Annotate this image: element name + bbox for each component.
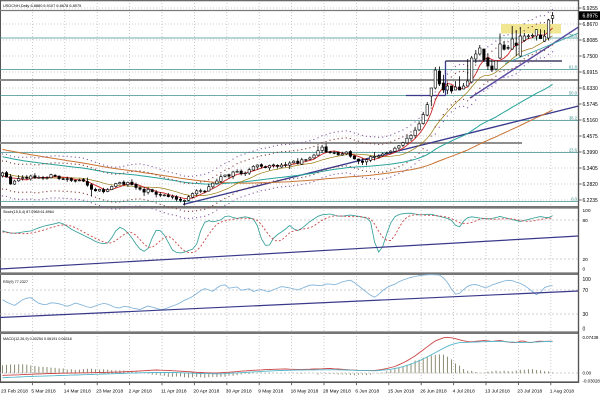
svg-text:6.9255: 6.9255 xyxy=(583,6,599,12)
svg-text:13 Jul 2018: 13 Jul 2018 xyxy=(485,389,510,395)
svg-text:9 May 2018: 9 May 2018 xyxy=(258,389,283,395)
svg-text:6.8085: 6.8085 xyxy=(583,38,599,44)
svg-text:6.8975: 6.8975 xyxy=(583,14,599,20)
svg-text:MACD(12,26,9) 0.00254 0.06191: MACD(12,26,9) 0.00254 0.06191 0.06318 xyxy=(3,337,72,341)
svg-text:80: 80 xyxy=(583,218,589,224)
svg-text:28 May 2018: 28 May 2018 xyxy=(323,389,351,395)
svg-text:6.3990: 6.3990 xyxy=(583,150,599,156)
svg-text:6.4575: 6.4575 xyxy=(583,134,599,140)
svg-text:20: 20 xyxy=(583,257,589,263)
svg-text:RSI(9) 77.2327: RSI(9) 77.2327 xyxy=(3,280,28,284)
svg-text:1 Aug 2018: 1 Aug 2018 xyxy=(550,389,575,395)
svg-text:6.7500: 6.7500 xyxy=(583,54,599,60)
svg-text:0: 0 xyxy=(583,266,586,272)
svg-text:20 Apr 2018: 20 Apr 2018 xyxy=(193,389,219,395)
svg-text:23.6: 23.6 xyxy=(569,147,578,152)
svg-text:4 Jul 2018: 4 Jul 2018 xyxy=(453,389,475,395)
svg-text:USDCNH,Daily 6.8880 6.9107 6.: USDCNH,Daily 6.8880 6.9107 6.8678 6.8975 xyxy=(3,3,81,8)
svg-text:6.5160: 6.5160 xyxy=(583,118,599,124)
svg-text:6.6915: 6.6915 xyxy=(583,70,599,76)
svg-text:76.4: 76.4 xyxy=(569,33,578,38)
svg-text:23 Mar 2018: 23 Mar 2018 xyxy=(96,389,123,395)
svg-text:70: 70 xyxy=(583,288,589,294)
svg-text:14 Mar 2018: 14 Mar 2018 xyxy=(64,389,91,395)
svg-text:30: 30 xyxy=(583,312,589,318)
svg-text:5 Mar 2018: 5 Mar 2018 xyxy=(31,389,56,395)
svg-text:0.0: 0.0 xyxy=(571,196,577,201)
svg-text:6.5745: 6.5745 xyxy=(583,102,599,108)
svg-text:100: 100 xyxy=(583,277,592,283)
svg-text:0: 0 xyxy=(583,326,586,332)
svg-text:6 Jun 2018: 6 Jun 2018 xyxy=(355,389,379,395)
svg-text:23 Jul 2018: 23 Jul 2018 xyxy=(517,389,542,395)
svg-text:30 Apr 2018: 30 Apr 2018 xyxy=(226,389,252,395)
svg-text:2 Apr 2018: 2 Apr 2018 xyxy=(129,389,153,395)
svg-text:15 Jun 2018: 15 Jun 2018 xyxy=(388,389,415,395)
svg-text:100: 100 xyxy=(583,208,591,214)
svg-text:0.07438: 0.07438 xyxy=(583,335,599,340)
svg-text:18 May 2018: 18 May 2018 xyxy=(291,389,319,395)
svg-text:6.6330: 6.6330 xyxy=(583,86,599,92)
svg-text:6.8670: 6.8670 xyxy=(583,22,599,28)
svg-text:Stoch(15,5,4) 87.0968 61.8964: Stoch(15,5,4) 87.0968 61.8964 xyxy=(3,210,54,214)
svg-text:-0.03028: -0.03028 xyxy=(583,379,600,384)
svg-text:6.2235: 6.2235 xyxy=(583,198,599,204)
svg-text:6.3405: 6.3405 xyxy=(583,166,599,172)
svg-text:23 Feb 2018: 23 Feb 2018 xyxy=(1,389,28,395)
svg-text:50.0: 50.0 xyxy=(569,90,578,95)
svg-text:26 Jun 2018: 26 Jun 2018 xyxy=(420,389,447,395)
svg-text:11 Apr 2018: 11 Apr 2018 xyxy=(161,389,187,395)
svg-text:6.2820: 6.2820 xyxy=(583,182,599,188)
svg-text:0.00: 0.00 xyxy=(583,371,592,376)
svg-text:38.2: 38.2 xyxy=(569,115,578,120)
svg-text:61.8: 61.8 xyxy=(569,64,578,69)
